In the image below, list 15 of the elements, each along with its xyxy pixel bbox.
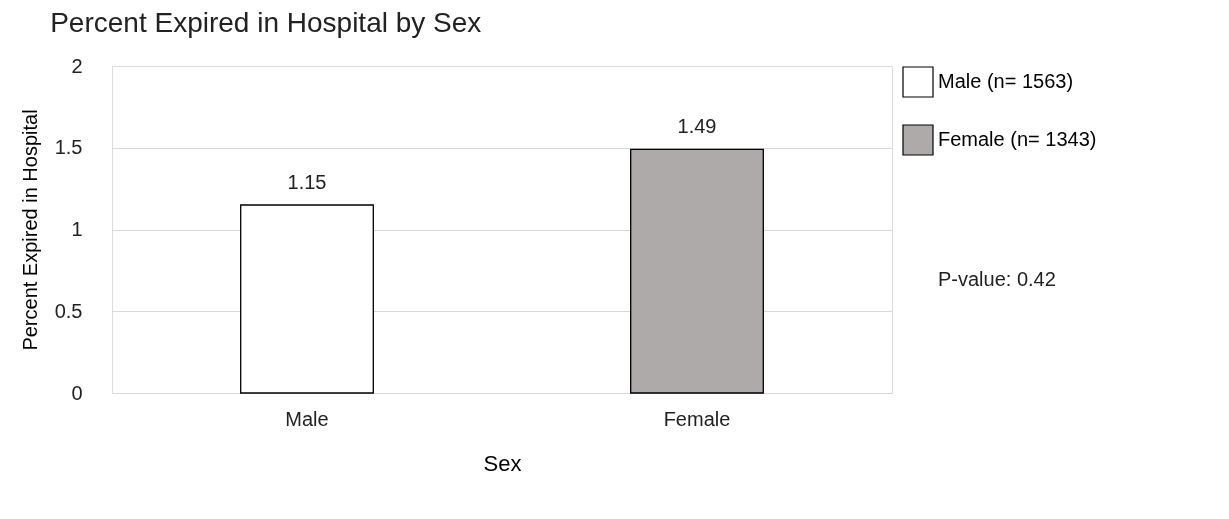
y-axis-title: Percent Expired in Hospital [18, 109, 41, 351]
y-tick-label: 1.5 [54, 136, 83, 159]
chart-title: Percent Expired in Hospital by Sex [50, 7, 482, 38]
legend-label: Female (n= 1343) [938, 128, 1097, 150]
y-tick-label: 2 [71, 54, 83, 77]
y-tick-label: 0 [71, 381, 83, 404]
y-tick-label: 1 [71, 218, 83, 240]
x-axis-title: Sex [483, 450, 522, 476]
y-tick-label: 0.5 [54, 299, 83, 322]
x-tick-label: Female [663, 407, 731, 430]
text: P-value: 0.42 [938, 268, 1056, 290]
legend-label: Male (n= 1563) [938, 70, 1074, 92]
data-label: 1.49 [677, 115, 717, 138]
data-label: 1.15 [287, 170, 327, 193]
x-tick-label: Male [285, 407, 329, 430]
